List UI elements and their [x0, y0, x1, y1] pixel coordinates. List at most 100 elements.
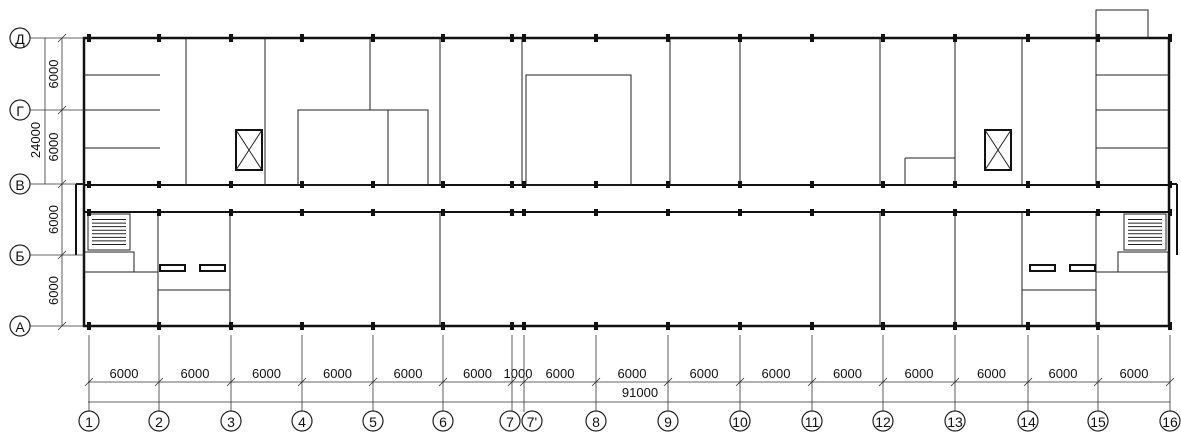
- column-mark: [229, 209, 233, 216]
- column-mark: [738, 209, 742, 216]
- column-mark: [510, 209, 514, 216]
- span-dimensions: 6000 6000 6000 6000 6000 6000 1000 6000 6000 6000…: [110, 366, 1149, 381]
- column-mark: [441, 34, 445, 42]
- row-axis-label: Б: [15, 248, 24, 264]
- column-mark: [157, 181, 161, 188]
- column-mark: [738, 181, 742, 188]
- span-dimension-label: 6000: [1120, 366, 1149, 381]
- dim-tick: [950, 377, 960, 387]
- row-dimension-label: 6000: [46, 133, 61, 162]
- column-axis-bubble: 10: [729, 410, 751, 432]
- dim-tick: [507, 377, 517, 387]
- partitions: [84, 38, 1169, 326]
- axis-circle: [9, 99, 31, 121]
- column-axis-label: 14: [1020, 414, 1036, 430]
- span-dimension-label: 6000: [181, 366, 210, 381]
- dim-tick: [591, 377, 601, 387]
- dim-tick: [807, 377, 817, 387]
- axis-circle: [78, 410, 100, 432]
- column-mark: [229, 181, 233, 188]
- axis-circle: [729, 410, 751, 432]
- axis-circle: [432, 410, 454, 432]
- axis-circle: [585, 410, 607, 432]
- axis-extension-lines: [84, 335, 1175, 412]
- column-axis-label: 12: [875, 414, 891, 430]
- column-axis-label: 7: [506, 414, 514, 430]
- dim-tick: [84, 377, 94, 387]
- axis-circle: [9, 173, 31, 195]
- column-axis-bubble: 6: [432, 410, 454, 432]
- column-axis-bubble: 9: [657, 410, 679, 432]
- column-mark: [371, 34, 375, 42]
- column-mark: [881, 34, 885, 42]
- dim-tick: [1165, 377, 1175, 387]
- column-mark: [810, 209, 814, 216]
- column-axis-bubble: 16: [1159, 410, 1181, 432]
- axis-circle: [291, 410, 313, 432]
- column-mark: [810, 34, 814, 42]
- column-mark: [881, 322, 885, 330]
- row-axis-bubble: А: [9, 315, 31, 337]
- column-mark: [157, 34, 161, 42]
- span-dimension-label: 6000: [110, 366, 139, 381]
- column-axis-bubble: 7': [521, 410, 543, 432]
- overall-height: 24000: [28, 122, 43, 158]
- column-mark: [229, 34, 233, 42]
- axis-circle: [148, 410, 170, 432]
- column-mark: [87, 181, 91, 188]
- column-mark: [300, 181, 304, 188]
- column-mark: [1096, 322, 1100, 330]
- axis-circle: [9, 27, 31, 49]
- span-dimension-label: 6000: [252, 366, 281, 381]
- column-mark: [594, 34, 598, 42]
- dim-tick: [57, 105, 67, 115]
- row-axis-bubble: Д: [9, 27, 31, 49]
- column-mark: [1026, 34, 1030, 42]
- axis-circle: [1017, 410, 1039, 432]
- span-dimension-label: 6000: [323, 366, 352, 381]
- column-mark: [510, 34, 514, 42]
- column-axis-bubble: 11: [801, 410, 823, 432]
- row-axis-label: В: [15, 177, 24, 193]
- span-dimension-label: 6000: [463, 366, 492, 381]
- dim-tick: [663, 377, 673, 387]
- column-mark: [1168, 181, 1172, 188]
- span-dimension-label: 6000: [905, 366, 934, 381]
- structural-columns: [87, 34, 1172, 330]
- column-mark: [810, 181, 814, 188]
- row-dimensions: 6000 6000 6000 6000: [46, 60, 61, 305]
- column-mark: [666, 209, 670, 216]
- column-mark: [1168, 322, 1172, 330]
- column-axis-bubble: 13: [944, 410, 966, 432]
- span-dimension-label: 6000: [546, 366, 575, 381]
- column-mark: [1026, 181, 1030, 188]
- column-mark: [441, 322, 445, 330]
- column-mark: [87, 34, 91, 42]
- column-mark: [738, 34, 742, 42]
- row-axis-bubble: Б: [9, 244, 31, 266]
- column-mark: [1168, 34, 1172, 42]
- column-axis-label: 4: [298, 414, 306, 430]
- column-mark: [953, 322, 957, 330]
- axis-circle: [9, 244, 31, 266]
- column-mark: [810, 322, 814, 330]
- column-axis-label: 8: [592, 414, 600, 430]
- column-axis-label: 11: [805, 414, 820, 430]
- column-mark: [881, 181, 885, 188]
- column-axis-bubble: 14: [1017, 410, 1039, 432]
- dim-tick: [57, 321, 67, 331]
- dim-tick: [1023, 377, 1033, 387]
- span-dimension-label: 6000: [618, 366, 647, 381]
- column-mark: [1026, 322, 1030, 330]
- span-dimension-label: 6000: [394, 366, 423, 381]
- dim-tick: [57, 250, 67, 260]
- elevator-shafts: [235, 129, 1012, 171]
- column-mark: [441, 209, 445, 216]
- column-mark: [522, 209, 526, 216]
- axis-circle: [220, 410, 242, 432]
- dim-tick: [438, 377, 448, 387]
- dim-tick: [735, 377, 745, 387]
- column-axis-label: 9: [664, 414, 672, 430]
- column-axis-label: 7': [527, 414, 537, 430]
